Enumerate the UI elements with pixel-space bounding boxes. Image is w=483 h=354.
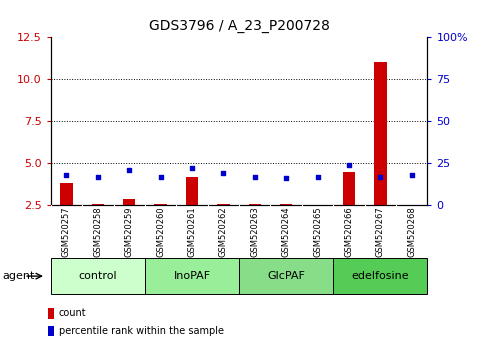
- Text: InoPAF: InoPAF: [173, 271, 211, 281]
- Text: count: count: [59, 308, 86, 318]
- Point: [219, 171, 227, 176]
- Bar: [185, 177, 199, 205]
- Point: [63, 172, 71, 178]
- Point: [345, 162, 353, 168]
- Bar: [154, 204, 167, 205]
- Bar: [60, 183, 72, 205]
- Point: [188, 166, 196, 171]
- Point: [377, 174, 384, 179]
- Point: [314, 174, 322, 179]
- Point: [282, 176, 290, 181]
- Text: control: control: [79, 271, 117, 281]
- Point: [408, 172, 415, 178]
- Title: GDS3796 / A_23_P200728: GDS3796 / A_23_P200728: [149, 19, 329, 33]
- Point: [156, 174, 164, 179]
- Text: edelfosine: edelfosine: [352, 271, 409, 281]
- Text: GlcPAF: GlcPAF: [267, 271, 305, 281]
- Bar: [374, 62, 386, 205]
- Bar: [343, 172, 355, 205]
- Point: [94, 174, 101, 179]
- Text: agent: agent: [2, 271, 35, 281]
- Bar: [123, 199, 135, 205]
- Point: [251, 174, 259, 179]
- Point: [126, 167, 133, 173]
- Text: percentile rank within the sample: percentile rank within the sample: [59, 326, 224, 336]
